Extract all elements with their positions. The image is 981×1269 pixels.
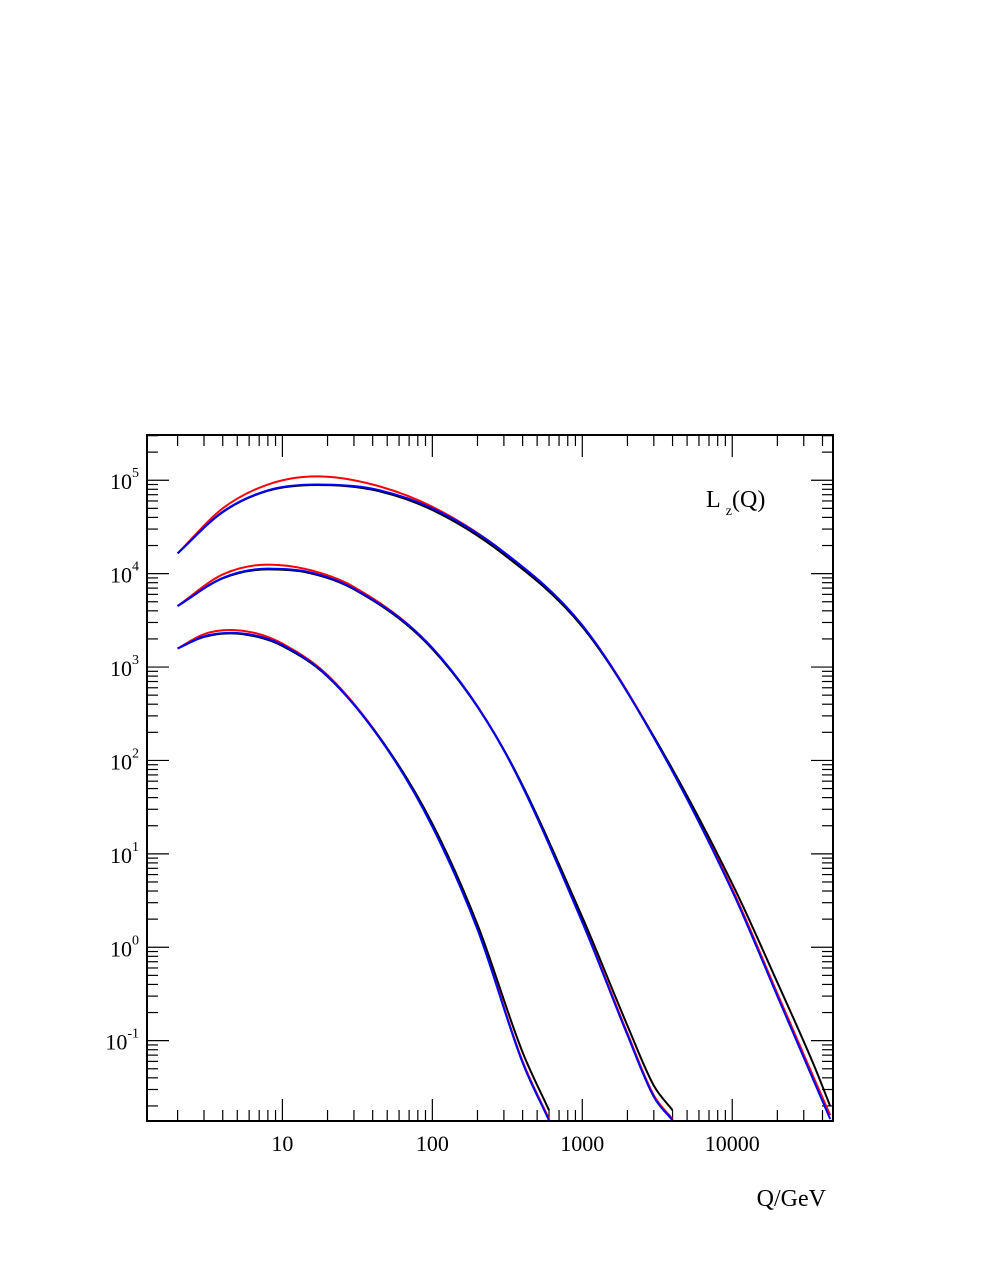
plot-annotation: L z(Q) <box>706 487 765 519</box>
curve-high-blue <box>176 483 832 1120</box>
x-tick-label: 10 <box>271 1131 293 1156</box>
curve-low-black <box>177 632 550 1111</box>
axis-labels: 10 100 1000 10000 10-1 100 101 102 103 104 105 <box>105 466 759 1156</box>
x-tick-label: 1000 <box>560 1131 604 1156</box>
curve-low-red <box>177 629 550 1120</box>
plot-annotation-text: L <box>706 487 720 513</box>
y-tick-label: 102 <box>110 746 139 774</box>
axis-ticks <box>147 435 833 1121</box>
plot-curves <box>176 475 832 1122</box>
x-tick-label: 10000 <box>705 1131 760 1156</box>
x-tick-label: 100 <box>416 1131 449 1156</box>
curve-low-blue <box>177 631 550 1121</box>
curve-high-red <box>176 475 832 1116</box>
curve-mid-blue <box>177 567 674 1122</box>
curve-high-black <box>176 483 832 1107</box>
plot-frame <box>146 434 834 1122</box>
y-tick-label: 105 <box>110 466 139 494</box>
y-tick-label: 103 <box>110 653 139 681</box>
x-axis-title: Q/GeV <box>757 1186 827 1212</box>
y-tick-label: 101 <box>110 840 139 868</box>
y-tick-label: 104 <box>110 560 139 588</box>
y-tick-label: 100 <box>110 933 139 961</box>
curve-mid-black <box>177 568 674 1111</box>
y-tick-label: 10-1 <box>105 1027 139 1055</box>
